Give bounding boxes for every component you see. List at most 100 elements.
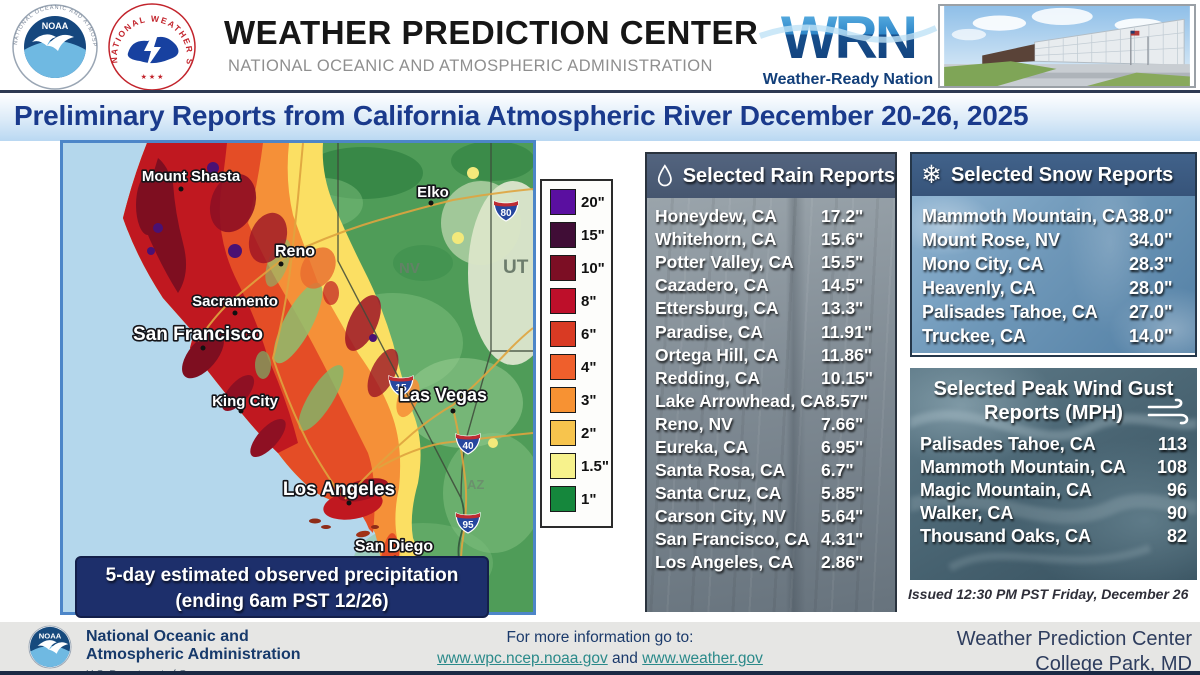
map-label-mount-shasta: Mount Shasta — [142, 168, 241, 185]
map-label-los-angeles: Los Angeles — [283, 479, 395, 500]
rain-row: Redding, CA 10.15" — [655, 367, 874, 388]
legend-row: 8" — [550, 287, 611, 315]
svg-text:40: 40 — [462, 441, 474, 452]
state-label-nv: NV — [399, 260, 420, 277]
rain-row: Ortega Hill, CA 11.86" — [655, 344, 873, 365]
rain-panel-body: Honeydew, CA 17.2" Whitehorn, CA 15.6" Pot… — [647, 198, 895, 612]
route-shield-95: 95 — [455, 511, 481, 534]
national-weather-service-logo: NATIONAL WEATHER SERVICE ★ ★ ★ — [108, 3, 196, 91]
map-caption-line1: 5-day estimated observed precipitation — [105, 565, 459, 586]
legend-swatch — [550, 321, 576, 347]
legend-swatch — [550, 222, 576, 248]
legend-row: 2" — [550, 419, 611, 447]
svg-text:15: 15 — [395, 383, 407, 394]
wind-row: Walker, CA 90 — [920, 503, 1187, 523]
legend-row: 3" — [550, 386, 611, 414]
rain-row: Lake Arrowhead, CA 8.57" — [655, 390, 868, 411]
channel-islands — [309, 518, 379, 538]
legend-row: 4" — [550, 353, 611, 381]
legend-row: 1.5" — [550, 452, 611, 480]
snow-panel-body: Mammoth Mountain, CA 38.0" Mount Rose, NV… — [912, 196, 1195, 353]
footer-org: Weather Prediction Center College Park, … — [956, 628, 1192, 675]
snow-row: Heavenly, CA 28.0" — [922, 277, 1173, 298]
map-label-king-city: King City — [212, 393, 278, 410]
rain-row: Santa Cruz, CA 5.85" — [655, 483, 864, 504]
rain-row: Reno, NV 7.66" — [655, 413, 864, 434]
snow-reports-panel: ❄ Selected Snow Reports Mammoth Mountain… — [910, 152, 1197, 357]
noaa-logo: NATIONAL OCEANIC AND ATMOSPHERIC ADMINIS… — [12, 4, 98, 90]
rain-row: Potter Valley, CA 15.5" — [655, 252, 864, 273]
wind-row: Palisades Tahoe, CA 113 — [920, 434, 1187, 454]
rain-row: Cazadero, CA 14.5" — [655, 275, 864, 296]
map-label-sacramento: Sacramento — [192, 293, 278, 310]
legend-swatch — [550, 420, 576, 446]
svg-text:NOAA: NOAA — [39, 631, 62, 640]
rain-row: Carson City, NV 5.64" — [655, 506, 864, 527]
wind-icon — [1147, 398, 1189, 425]
wind-row: Thousand Oaks, CA 82 — [920, 526, 1187, 546]
noaa-building-photo — [938, 4, 1196, 88]
map-label-reno: Reno — [275, 243, 315, 260]
snow-row: Mono City, CA 28.3" — [922, 253, 1173, 274]
rain-row: San Francisco, CA 4.31" — [655, 529, 864, 550]
map-label-las-vegas: Las Vegas — [399, 385, 487, 405]
wrn-wave — [758, 24, 938, 43]
legend-swatch — [550, 288, 576, 314]
svg-text:95: 95 — [462, 520, 474, 531]
svg-text:★ ★ ★: ★ ★ ★ — [141, 73, 164, 81]
svg-text:NOAA: NOAA — [42, 21, 69, 31]
wind-swirl-texture — [910, 410, 1197, 572]
banner-title: Preliminary Reports from California Atmo… — [14, 100, 1029, 131]
legend-swatch — [550, 453, 576, 479]
page-subtitle: NATIONAL OCEANIC AND ATMOSPHERIC ADMINIS… — [228, 57, 713, 75]
wrn-label: Weather-Ready Nation — [763, 71, 933, 88]
bottom-border-bar — [0, 671, 1200, 675]
state-label-ut: UT — [503, 257, 529, 278]
legend-swatch — [550, 189, 576, 215]
snow-row: Truckee, CA 14.0" — [922, 325, 1173, 346]
legend-swatch — [550, 255, 576, 281]
issued-timestamp: Issued 12:30 PM PST Friday, December 26 — [908, 586, 1189, 602]
snow-panel-header: ❄ Selected Snow Reports — [912, 154, 1195, 196]
footer-info: For more information go to: www.wpc.ncep… — [437, 629, 763, 667]
precipitation-map: 80 15 40 95 — [60, 140, 558, 615]
snow-row: Mammoth Mountain, CA 38.0" — [922, 205, 1173, 226]
snow-row: Palisades Tahoe, CA 27.0" — [922, 301, 1173, 322]
noaa-footer-logo: NOAA — [28, 625, 72, 669]
legend-row: 10" — [550, 254, 611, 282]
wind-panel-title: Selected Peak Wind Gust Reports (MPH) — [933, 378, 1174, 424]
legend-swatch — [550, 387, 576, 413]
snow-row: Mount Rose, NV 34.0" — [922, 229, 1173, 250]
weather-ready-nation-logo: WRN Weather-Ready Nation — [758, 4, 938, 88]
rain-row: Eureka, CA 6.95" — [655, 436, 864, 457]
rain-row: Ettersburg, CA 13.3" — [655, 298, 864, 319]
rain-reports-panel: Selected Rain Reports Honeydew, CA 17.2" … — [645, 152, 897, 612]
state-label-az: AZ — [467, 477, 484, 492]
wpc-link[interactable]: www.wpc.ncep.noaa.gov — [437, 650, 608, 667]
wind-panel-body: Palisades Tahoe, CA 113 Mammoth Mountain,… — [920, 433, 1187, 548]
route-shield-80: 80 — [493, 199, 519, 222]
footer — [0, 622, 1200, 671]
rain-panel-title: Selected Rain Reports — [682, 164, 895, 187]
precip-legend: 20" 15" 10" 8" 6" 4" 3" 2" 1.5" 1" — [540, 179, 613, 528]
route-shield-15: 15 — [388, 374, 414, 397]
route-shield-40: 40 — [455, 432, 481, 455]
rain-row: Los Angeles, CA 2.86" — [655, 552, 864, 573]
snowflake-icon: ❄ — [921, 160, 942, 189]
svg-text:80: 80 — [500, 208, 512, 219]
legend-row: 6" — [550, 320, 611, 348]
precipitation-map-svg: 80 15 40 95 — [63, 141, 558, 613]
legend-swatch — [550, 486, 576, 512]
map-caption: 5-day estimated observed precipitation (… — [75, 556, 489, 618]
wind-gust-reports-panel: Selected Peak Wind Gust Reports (MPH) Pa… — [910, 368, 1197, 580]
legend-swatch — [550, 354, 576, 380]
rain-row: Santa Rosa, CA 6.7" — [655, 460, 854, 481]
wind-row: Mammoth Mountain, CA 108 — [920, 457, 1187, 477]
snow-panel-title: Selected Snow Reports — [950, 163, 1174, 186]
weather-gov-link[interactable]: www.weather.gov — [642, 650, 763, 667]
map-label-san-diego: San Diego — [355, 538, 433, 555]
map-label-san-francisco: San Francisco — [133, 324, 263, 345]
legend-row: 15" — [550, 221, 611, 249]
legend-row: 20" — [550, 188, 611, 216]
